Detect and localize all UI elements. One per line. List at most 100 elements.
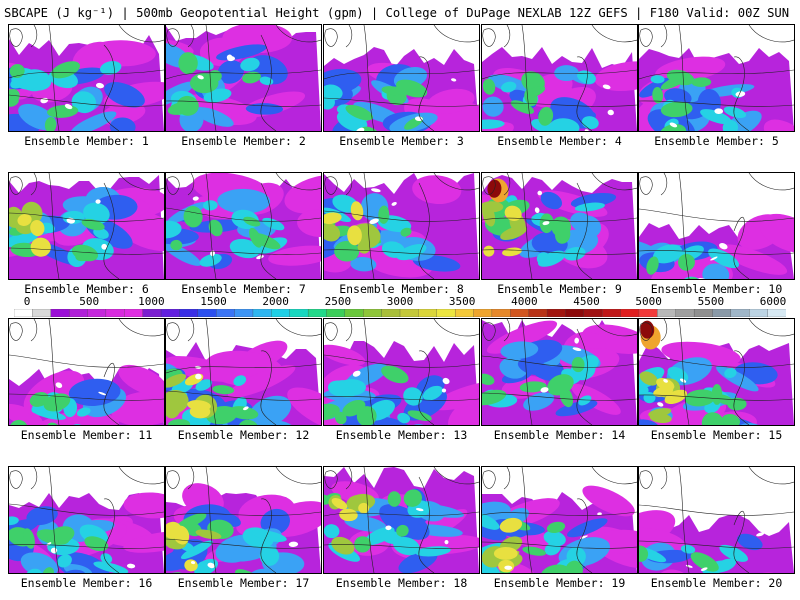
ensemble-panel: Ensemble Member: 8 [323, 172, 480, 296]
ensemble-member-label: Ensemble Member: 14 [493, 428, 626, 442]
ensemble-panel: Ensemble Member: 5 [638, 24, 795, 148]
ensemble-panel: Ensemble Member: 9 [481, 172, 638, 296]
sbcape-map [8, 318, 165, 426]
ensemble-panel: Ensemble Member: 4 [481, 24, 638, 148]
colorbar-tick-label: 5000 [635, 295, 662, 308]
colorbar-swatch [326, 309, 346, 317]
sbcape-map [638, 318, 795, 426]
ensemble-panel: Ensemble Member: 2 [165, 24, 322, 148]
ensemble-panel: Ensemble Member: 10 [638, 172, 795, 296]
ensemble-panel: Ensemble Member: 11 [8, 318, 165, 442]
colorbar-swatch [289, 309, 309, 317]
sbcape-map [481, 24, 638, 132]
colorbar-swatch [528, 309, 548, 317]
ensemble-panel: Ensemble Member: 3 [323, 24, 480, 148]
sbcape-map [8, 466, 165, 574]
ensemble-member-label: Ensemble Member: 4 [497, 134, 622, 148]
sbcape-map [481, 466, 638, 574]
ensemble-panel: Ensemble Member: 15 [638, 318, 795, 442]
colorbar-swatch [160, 309, 180, 317]
colorbar-swatch [675, 309, 695, 317]
ensemble-member-label: Ensemble Member: 7 [181, 282, 306, 296]
sbcape-map [323, 172, 480, 280]
ensemble-member-label: Ensemble Member: 13 [335, 428, 468, 442]
colorbar-swatch [418, 309, 438, 317]
sbcape-map [8, 24, 165, 132]
colorbar-swatch [50, 309, 70, 317]
colorbar-swatch [749, 309, 769, 317]
sbcape-map [165, 318, 322, 426]
colorbar-swatch [344, 309, 364, 317]
colorbar-swatch [657, 309, 677, 317]
ensemble-panel: Ensemble Member: 19 [481, 466, 638, 590]
colorbar-swatch [216, 309, 236, 317]
ensemble-member-label: Ensemble Member: 2 [181, 134, 306, 148]
colorbar-swatch [693, 309, 714, 317]
colorbar-swatch [252, 309, 272, 317]
colorbar-tick-label: 4000 [511, 295, 538, 308]
sbcape-map [8, 172, 165, 280]
colorbar-swatch [399, 309, 419, 317]
colorbar-swatch [602, 309, 622, 317]
colorbar-tick-label: 1500 [200, 295, 227, 308]
colorbar-swatch [454, 309, 475, 317]
colorbar-tick-label: 4500 [573, 295, 600, 308]
ensemble-member-label: Ensemble Member: 12 [177, 428, 310, 442]
ensemble-panel: Ensemble Member: 17 [165, 466, 322, 590]
sbcape-colorbar [14, 309, 786, 317]
ensemble-member-label: Ensemble Member: 8 [339, 282, 464, 296]
sbcape-map [323, 466, 480, 574]
sbcape-map [638, 24, 795, 132]
sbcape-map [165, 172, 322, 280]
sbcape-map [165, 24, 322, 132]
ensemble-member-label: Ensemble Member: 3 [339, 134, 464, 148]
colorbar-swatch [142, 309, 162, 317]
figure-title: SBCAPE (J kg⁻¹) | 500mb Geopotential Hei… [4, 6, 796, 20]
colorbar-tick-label: 1000 [138, 295, 165, 308]
colorbar-swatch [491, 309, 511, 317]
colorbar-swatch [381, 309, 401, 317]
colorbar-swatch [620, 309, 640, 317]
ensemble-panel: Ensemble Member: 14 [481, 318, 638, 442]
ensemble-member-label: Ensemble Member: 19 [493, 576, 626, 590]
colorbar-swatch [32, 309, 52, 317]
sbcape-map [481, 172, 638, 280]
sbcape-map [638, 172, 795, 280]
ensemble-panel: Ensemble Member: 18 [323, 466, 480, 590]
ensemble-panel: Ensemble Member: 20 [638, 466, 795, 590]
colorbar-swatch [583, 309, 603, 317]
colorbar-swatch [14, 309, 33, 317]
colorbar-swatch [87, 309, 107, 317]
colorbar-swatch [124, 309, 144, 317]
ensemble-panel: Ensemble Member: 12 [165, 318, 322, 442]
ensemble-member-label: Ensemble Member: 16 [20, 576, 153, 590]
colorbar-tick-label: 0 [23, 295, 31, 308]
colorbar-swatch [510, 309, 530, 317]
colorbar-swatch [436, 309, 456, 317]
colorbar-swatch [638, 309, 658, 317]
colorbar-swatch [363, 309, 383, 317]
colorbar-swatch [179, 309, 199, 317]
sbcape-map [638, 466, 795, 574]
colorbar-tick-label: 6000 [759, 295, 787, 308]
ensemble-member-label: Ensemble Member: 20 [650, 576, 783, 590]
colorbar-tick-label: 500 [79, 295, 100, 308]
colorbar-swatch [712, 309, 732, 317]
ensemble-panel: Ensemble Member: 13 [323, 318, 480, 442]
colorbar-swatch [473, 309, 493, 317]
colorbar-swatch [546, 309, 566, 317]
colorbar-tick-label: 5500 [697, 295, 725, 308]
colorbar-swatch [307, 309, 328, 317]
colorbar-tick-label: 3000 [386, 295, 414, 308]
ensemble-member-label: Ensemble Member: 1 [24, 134, 149, 148]
colorbar-swatch [271, 309, 291, 317]
ensemble-member-label: Ensemble Member: 6 [24, 282, 149, 296]
colorbar-swatch [767, 309, 786, 317]
colorbar-swatch [197, 309, 217, 317]
ensemble-panel: Ensemble Member: 16 [8, 466, 165, 590]
sbcape-map [323, 24, 480, 132]
colorbar-swatch [68, 309, 89, 317]
ensemble-member-label: Ensemble Member: 9 [497, 282, 622, 296]
colorbar-swatch [234, 309, 254, 317]
colorbar-tick-label: 2000 [262, 295, 289, 308]
